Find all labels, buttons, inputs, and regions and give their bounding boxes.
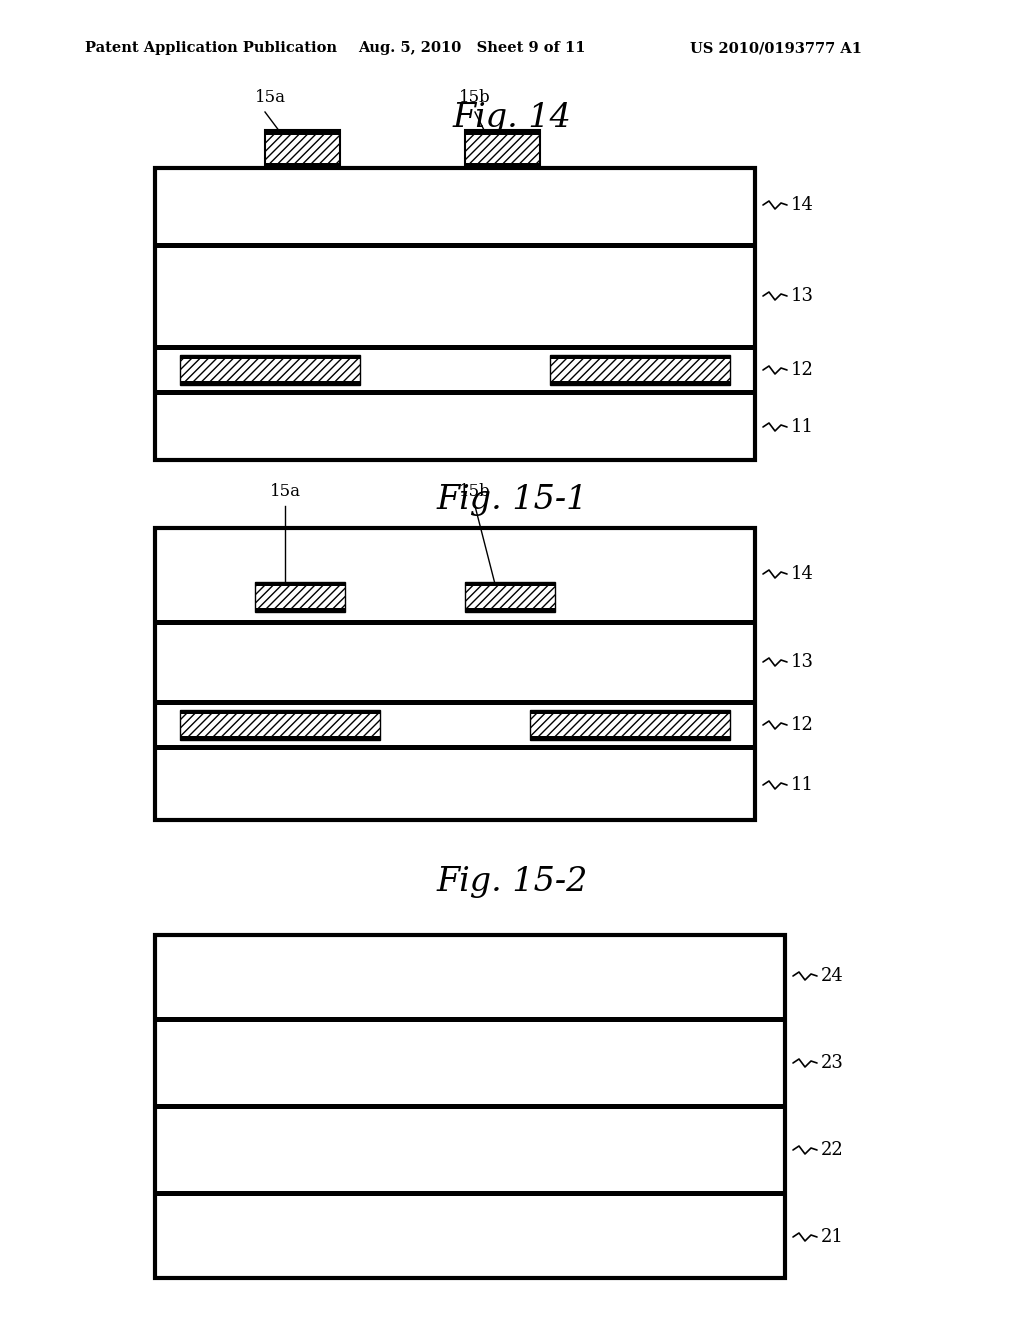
Text: 15a: 15a	[269, 483, 300, 500]
Bar	[265, 129, 340, 168]
Bar	[155, 620, 755, 624]
Bar	[155, 1022, 785, 1104]
Bar	[530, 737, 730, 741]
Text: 12: 12	[791, 715, 814, 734]
Bar	[550, 381, 730, 385]
Text: Fig. 14: Fig. 14	[453, 102, 571, 135]
Bar	[465, 582, 555, 586]
Bar	[255, 582, 345, 612]
Text: 15b: 15b	[459, 88, 490, 106]
Bar	[255, 609, 345, 612]
Text: 13: 13	[791, 653, 814, 671]
Bar	[155, 935, 785, 1016]
Text: 14: 14	[791, 195, 814, 214]
Bar	[180, 710, 380, 741]
Bar	[550, 355, 730, 359]
Bar	[155, 750, 755, 820]
Bar	[155, 935, 785, 1278]
Bar	[465, 162, 540, 168]
Text: US 2010/0193777 A1: US 2010/0193777 A1	[690, 41, 862, 55]
Bar	[155, 1191, 785, 1196]
Text: Patent Application Publication: Patent Application Publication	[85, 41, 337, 55]
Text: 12: 12	[791, 360, 814, 379]
Bar	[180, 737, 380, 741]
Bar	[155, 1104, 785, 1109]
Text: 11: 11	[791, 776, 814, 795]
Text: 14: 14	[791, 565, 814, 583]
Bar	[155, 624, 755, 700]
Bar	[530, 710, 730, 714]
Text: 15a: 15a	[255, 88, 286, 106]
Bar	[465, 582, 555, 612]
Bar	[265, 129, 340, 135]
Bar	[155, 1196, 785, 1278]
Bar	[155, 389, 755, 395]
Bar	[155, 248, 755, 345]
Bar	[155, 528, 755, 620]
Text: 23: 23	[821, 1053, 844, 1072]
Text: 13: 13	[791, 286, 814, 305]
Bar	[465, 129, 540, 135]
Text: 15b: 15b	[459, 483, 490, 500]
Text: 11: 11	[791, 418, 814, 436]
Bar	[550, 355, 730, 385]
Text: Aug. 5, 2010   Sheet 9 of 11: Aug. 5, 2010 Sheet 9 of 11	[358, 41, 586, 55]
Bar	[155, 243, 755, 248]
Bar	[155, 700, 755, 705]
Bar	[155, 395, 755, 459]
Bar	[155, 345, 755, 350]
Bar	[180, 381, 360, 385]
Text: Fig. 15-1: Fig. 15-1	[436, 484, 588, 516]
Text: 21: 21	[821, 1228, 844, 1246]
Bar	[180, 355, 360, 359]
Bar	[155, 168, 755, 459]
Bar	[155, 168, 755, 243]
Bar	[155, 528, 755, 820]
Bar	[155, 744, 755, 750]
Bar	[180, 710, 380, 714]
Bar	[465, 609, 555, 612]
Bar	[265, 162, 340, 168]
Text: 24: 24	[821, 968, 844, 985]
Bar	[155, 1016, 785, 1022]
Text: Fig. 15-2: Fig. 15-2	[436, 866, 588, 898]
Bar	[180, 355, 360, 385]
Bar	[155, 1109, 785, 1191]
Text: 22: 22	[821, 1140, 844, 1159]
Bar	[530, 710, 730, 741]
Bar	[465, 129, 540, 168]
Bar	[255, 582, 345, 586]
